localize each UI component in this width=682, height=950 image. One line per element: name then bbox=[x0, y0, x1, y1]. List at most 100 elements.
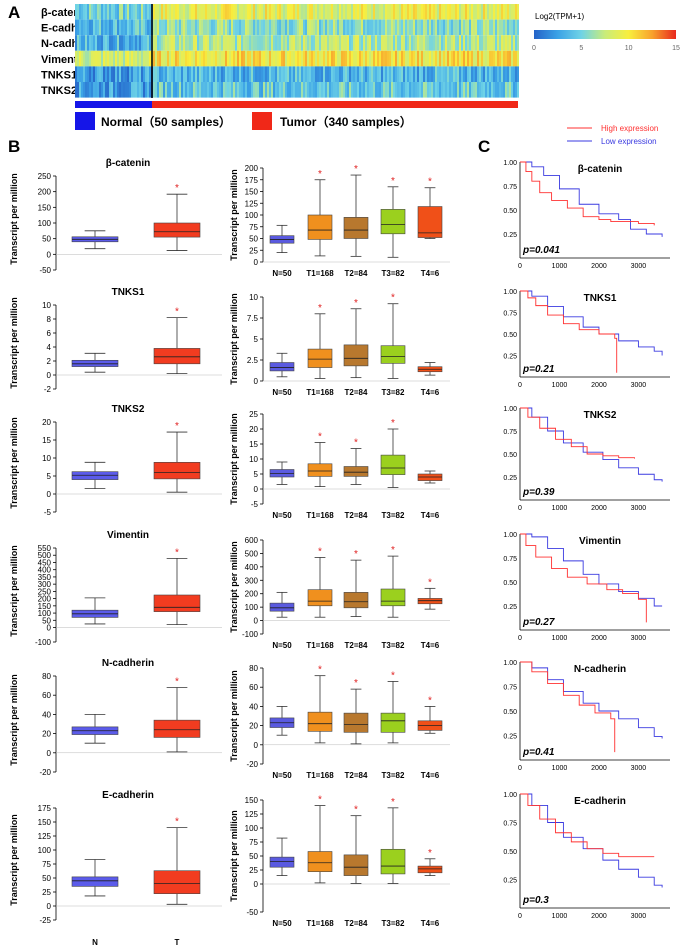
heatmap-cell bbox=[365, 4, 367, 20]
heatmap-cell bbox=[425, 4, 427, 20]
heatmap-cell bbox=[513, 19, 515, 36]
heatmap-cell bbox=[499, 19, 501, 36]
heatmap-cell bbox=[425, 35, 427, 51]
heatmap-cell bbox=[247, 50, 249, 67]
heatmap-cell bbox=[209, 19, 211, 36]
heatmap-cell bbox=[197, 66, 199, 82]
heatmap-cell bbox=[391, 35, 393, 51]
stage-label: T2=84 bbox=[345, 388, 368, 397]
y-tick-label: 10 bbox=[42, 301, 51, 310]
heatmap-cell bbox=[233, 50, 235, 67]
heatmap-cell bbox=[511, 4, 513, 20]
heatmap-cell bbox=[179, 82, 181, 98]
heatmap-cell bbox=[145, 19, 147, 36]
heatmap-cell bbox=[111, 19, 113, 36]
heatmap-cell bbox=[465, 66, 467, 82]
y-tick-label: 60 bbox=[249, 683, 258, 692]
heatmap-cell bbox=[187, 82, 189, 98]
heatmap-cell bbox=[481, 50, 483, 67]
heatmap-cell bbox=[335, 50, 337, 67]
y-tick-label: 150 bbox=[38, 818, 52, 827]
heatmap-cell bbox=[215, 66, 217, 82]
heatmap-cell bbox=[431, 82, 433, 98]
heatmap-cell bbox=[317, 50, 319, 67]
heatmap-cell bbox=[159, 35, 161, 51]
heatmap-cell bbox=[257, 50, 259, 67]
km-y-tick-label: 0.25 bbox=[503, 734, 517, 741]
km-p-value: p=0.41 bbox=[522, 747, 555, 758]
box-stage-3 bbox=[380, 345, 406, 364]
heatmap-cell bbox=[223, 19, 225, 36]
stage-label: T4=6 bbox=[421, 511, 440, 520]
box-plot-stages: Transcript per million 02.557.510N=50*T1=… bbox=[229, 293, 450, 397]
heatmap-cell bbox=[405, 66, 407, 82]
heatmap-cell bbox=[373, 35, 375, 51]
heatmap-cell bbox=[213, 82, 215, 98]
heatmap-cell bbox=[277, 35, 279, 51]
heatmap-cell bbox=[439, 35, 441, 51]
km-x-tick-label: 3000 bbox=[631, 505, 647, 512]
km-y-tick-label: 0.75 bbox=[503, 821, 517, 828]
heatmap-cell bbox=[327, 66, 329, 82]
heatmap-cell bbox=[249, 66, 251, 82]
heatmap-cell bbox=[141, 82, 143, 98]
heatmap-cell bbox=[419, 35, 421, 51]
heatmap-cell bbox=[189, 50, 191, 67]
heatmap-cell bbox=[377, 35, 379, 51]
heatmap-cell bbox=[437, 19, 439, 36]
heatmap-cell bbox=[333, 50, 335, 67]
heatmap-cell bbox=[169, 19, 171, 36]
heatmap-cell bbox=[423, 66, 425, 82]
heatmap-cell bbox=[395, 66, 397, 82]
heatmap-cell bbox=[405, 19, 407, 36]
significance-star: * bbox=[175, 307, 179, 318]
heatmap-cell bbox=[437, 50, 439, 67]
heatmap-cell bbox=[349, 19, 351, 36]
heatmap-cell bbox=[375, 35, 377, 51]
y-tick-label: -100 bbox=[35, 638, 52, 647]
heatmap-cell bbox=[121, 35, 123, 51]
y-axis-label: Transcript per million bbox=[9, 297, 19, 389]
heatmap-cell bbox=[421, 4, 423, 20]
heatmap-cell bbox=[77, 66, 79, 82]
heatmap-cell bbox=[173, 82, 175, 98]
km-x-tick-label: 3000 bbox=[631, 263, 647, 270]
y-tick-label: 300 bbox=[245, 576, 259, 585]
heatmap-cell bbox=[391, 66, 393, 82]
heatmap-cell bbox=[141, 19, 143, 36]
heatmap-cell bbox=[417, 50, 419, 67]
heatmap-cell bbox=[269, 19, 271, 36]
heatmap-cell bbox=[403, 82, 405, 98]
heatmap-cell bbox=[89, 50, 91, 67]
heatmap-cell bbox=[247, 19, 249, 36]
heatmap-cell bbox=[409, 82, 411, 98]
box-tumor bbox=[153, 222, 201, 238]
heatmap-cell bbox=[131, 4, 133, 20]
heatmap-cell bbox=[325, 4, 327, 20]
heatmap-cell bbox=[355, 50, 357, 67]
y-tick-label: 200 bbox=[245, 164, 259, 173]
heatmap-cell bbox=[205, 35, 207, 51]
y-tick-label: -2 bbox=[44, 385, 52, 394]
heatmap-gene-label: TNKS2 bbox=[41, 85, 77, 97]
heatmap-cell bbox=[505, 82, 507, 98]
heatmap-cell bbox=[83, 82, 85, 98]
heatmap-cell bbox=[225, 35, 227, 51]
heatmap-cell bbox=[221, 19, 223, 36]
heatmap-cell bbox=[233, 19, 235, 36]
heatmap-cell bbox=[109, 82, 111, 98]
heatmap-cell bbox=[285, 66, 287, 82]
heatmap-cell bbox=[313, 82, 315, 98]
heatmap-cell bbox=[479, 4, 481, 20]
heatmap-cell bbox=[469, 4, 471, 20]
heatmap-cell bbox=[483, 50, 485, 67]
heatmap-cell bbox=[387, 66, 389, 82]
km-curve-high bbox=[520, 793, 655, 858]
y-axis-label: Transcript per million bbox=[229, 413, 239, 505]
heatmap-cell bbox=[103, 82, 105, 98]
heatmap-cell bbox=[385, 82, 387, 98]
heatmap-cell bbox=[387, 19, 389, 36]
heatmap-cell bbox=[489, 35, 491, 51]
